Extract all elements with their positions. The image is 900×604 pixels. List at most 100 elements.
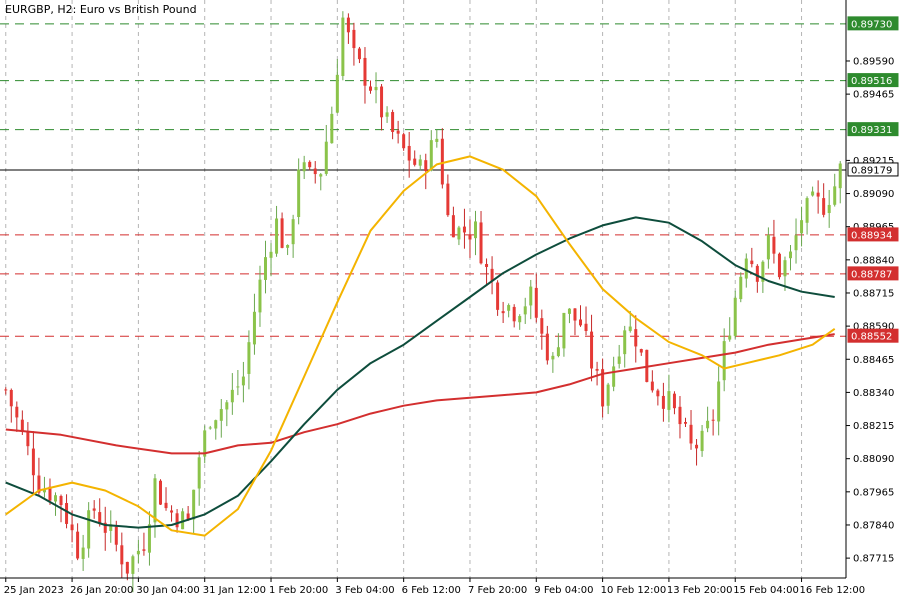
- bull-candle: [567, 308, 571, 314]
- bull-candle: [147, 524, 151, 553]
- bear-candle: [451, 215, 455, 238]
- bull-candle: [297, 169, 301, 218]
- bull-candle: [291, 219, 295, 245]
- y-tick-label: 0.89465: [853, 90, 894, 101]
- resistance-level-badge: [847, 73, 899, 88]
- bull-candle: [54, 495, 57, 502]
- bull-candle: [838, 163, 842, 189]
- resistance-level-badge: [847, 122, 899, 137]
- bear-candle: [711, 419, 715, 421]
- x-tick-label: 15 Feb 04:00: [733, 585, 799, 596]
- bull-candle: [275, 218, 279, 254]
- current-level-badge: [847, 162, 899, 177]
- bear-candle: [346, 17, 350, 33]
- bull-candle: [341, 17, 345, 77]
- bear-candle: [391, 112, 395, 132]
- bear-candle: [579, 319, 582, 326]
- bear-candle: [601, 369, 605, 407]
- bear-candle: [59, 496, 63, 506]
- bear-candle: [689, 424, 693, 444]
- bull-candle: [330, 113, 334, 144]
- y-tick-label: 0.88090: [853, 454, 894, 465]
- x-tick-label: 25 Jan 2023: [4, 585, 64, 596]
- bull-candle: [385, 112, 389, 117]
- moving-averages: [5, 155, 836, 537]
- y-tick-label: 0.88465: [853, 355, 894, 366]
- bear-candle: [496, 282, 500, 310]
- support-level-badge: [847, 328, 899, 343]
- bear-candle: [280, 218, 284, 248]
- bull-candle: [766, 234, 770, 260]
- x-tick-label: 13 Feb 20:00: [667, 585, 733, 596]
- bull-candle: [42, 489, 46, 493]
- bull-candle: [833, 186, 837, 205]
- bull-candle: [628, 326, 632, 331]
- bear-candle: [120, 545, 124, 565]
- bear-candle: [816, 192, 820, 197]
- bull-candle: [606, 384, 610, 406]
- bull-candle: [612, 366, 616, 387]
- bull-candle: [230, 389, 234, 403]
- x-tick-label: 1 Feb 20:00: [269, 585, 328, 596]
- bear-candle: [114, 526, 118, 545]
- ma-fast-line: [5, 155, 836, 537]
- bear-candle: [777, 253, 781, 278]
- bull-candle: [81, 547, 85, 559]
- bear-candle: [750, 260, 754, 265]
- bear-candle: [186, 513, 190, 520]
- y-tick-label: 0.88340: [853, 388, 894, 399]
- resistance-level-label: 0.89331: [851, 125, 892, 136]
- bear-candle: [76, 531, 80, 559]
- x-tick-label: 7 Feb 20:00: [468, 585, 527, 596]
- x-tick-label: 9 Feb 04:00: [534, 585, 593, 596]
- bear-candle: [363, 57, 367, 86]
- y-tick-label: 0.87840: [853, 520, 894, 531]
- x-tick-label: 3 Feb 04:00: [335, 585, 394, 596]
- support-level-label: 0.88787: [851, 269, 892, 280]
- bear-candle: [573, 308, 577, 321]
- y-tick-label: 0.87715: [853, 554, 894, 565]
- bear-candle: [672, 393, 676, 409]
- bear-candle: [501, 311, 505, 314]
- y-tick-label: 0.87965: [853, 487, 894, 498]
- y-tick-label: 0.88590: [853, 322, 894, 333]
- bear-candle: [639, 349, 643, 353]
- bull-candle: [700, 430, 704, 452]
- bull-candle: [617, 356, 621, 364]
- support-level-badge: [847, 227, 899, 242]
- bear-candle: [125, 561, 129, 574]
- resistance-level-label: 0.89730: [851, 19, 892, 30]
- bear-candle: [440, 138, 444, 185]
- bear-candle: [656, 390, 660, 397]
- support-level-label: 0.88934: [851, 230, 892, 241]
- bull-candle: [783, 260, 787, 277]
- bear-candle: [9, 389, 13, 407]
- bear-candle: [37, 475, 41, 493]
- current-level-label: 0.89179: [851, 165, 892, 176]
- bull-candle: [241, 376, 245, 386]
- bull-candle: [623, 330, 627, 355]
- bear-candle: [590, 331, 594, 369]
- bull-candle: [435, 138, 439, 142]
- x-tick-label: 31 Jan 12:00: [203, 585, 266, 596]
- y-tick-label: 0.89215: [853, 156, 894, 167]
- bear-candle: [170, 510, 174, 513]
- chart-title: EURGBP, H2: Euro vs British Pound: [5, 3, 197, 16]
- bull-candle: [529, 286, 533, 306]
- bear-candle: [70, 524, 74, 531]
- bull-candle: [474, 221, 477, 239]
- bear-candle: [31, 448, 35, 476]
- bear-candle: [164, 502, 168, 509]
- bear-candle: [822, 198, 826, 215]
- bear-candle: [413, 158, 417, 165]
- bear-candle: [20, 419, 24, 431]
- bull-candle: [374, 86, 378, 91]
- y-tick-label: 0.88715: [853, 288, 894, 299]
- bull-candle: [264, 257, 267, 280]
- bull-candle: [418, 159, 422, 166]
- bull-candle: [728, 335, 732, 340]
- bull-candle: [789, 251, 792, 259]
- bear-candle: [595, 368, 599, 371]
